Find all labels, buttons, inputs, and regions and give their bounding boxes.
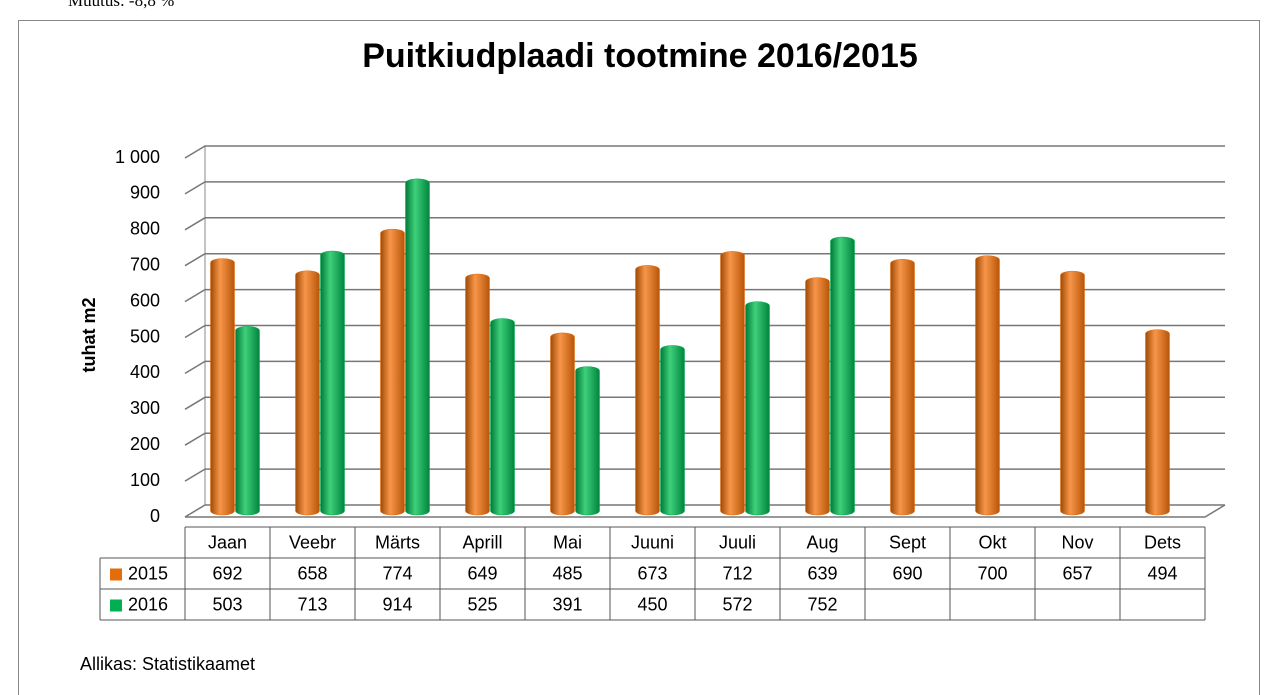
bar — [890, 259, 915, 516]
table-value: 700 — [977, 563, 1007, 583]
grid-line — [184, 145, 1225, 159]
x-tick-label: Mai — [553, 532, 582, 552]
table-value: 391 — [552, 594, 582, 614]
grid-line — [184, 504, 1225, 518]
grid-line — [184, 288, 1225, 303]
bar — [745, 301, 770, 516]
bar — [805, 277, 830, 516]
chart-title: Puitkiudplaadi tootmine 2016/2015 — [362, 37, 918, 75]
table-value: 752 — [807, 594, 837, 614]
x-tick-label: Okt — [978, 532, 1006, 552]
bar — [380, 228, 405, 516]
bar — [210, 258, 235, 516]
y-axis-label: tuhat m2 — [79, 297, 99, 372]
bar — [490, 318, 515, 516]
x-tick-label: Aug — [806, 532, 838, 552]
x-tick-label: Dets — [1144, 532, 1181, 552]
bar — [1060, 270, 1085, 516]
bar — [295, 270, 320, 516]
grid-line — [184, 468, 1225, 482]
bar — [550, 332, 575, 516]
bar — [465, 273, 490, 516]
bar — [720, 251, 745, 516]
x-tick-label: Veebr — [289, 532, 336, 552]
table-value: 485 — [552, 563, 582, 583]
floor — [185, 504, 1226, 518]
grid-line — [184, 324, 1225, 339]
x-tick-label: Juuli — [719, 532, 756, 552]
y-tick-label: 0 — [150, 506, 160, 526]
table-value: 450 — [637, 594, 667, 614]
bar — [575, 366, 600, 516]
bar — [1145, 329, 1170, 516]
bar — [405, 178, 430, 516]
y-tick-label: 900 — [130, 183, 160, 203]
y-tick-label: 200 — [130, 434, 160, 454]
y-tick-label: 100 — [130, 470, 160, 490]
table-value: 657 — [1062, 563, 1092, 583]
y-tick-label: 500 — [130, 326, 160, 346]
x-tick-label: Nov — [1061, 532, 1093, 552]
y-tick-label: 600 — [130, 290, 160, 310]
grid-line — [184, 432, 1225, 446]
y-tick-label: 700 — [130, 254, 160, 274]
table-value: 673 — [637, 563, 667, 583]
y-tick-label: 800 — [130, 219, 160, 239]
legend-swatch — [110, 568, 122, 581]
bar — [975, 255, 1000, 516]
table-value: 649 — [467, 563, 497, 583]
source: Allikas: Statistikaamet — [80, 654, 255, 674]
legend-label: 2016 — [128, 594, 168, 614]
table-value: 503 — [212, 594, 242, 614]
x-tick-label: Jaan — [208, 532, 247, 552]
bar — [320, 250, 345, 516]
table-value: 774 — [382, 563, 412, 583]
table-value: 572 — [722, 594, 752, 614]
y-tick-label: 300 — [130, 398, 160, 418]
grid-line — [184, 181, 1225, 195]
table-value: 914 — [382, 594, 412, 614]
legend-swatch — [110, 599, 122, 612]
grid-line — [184, 217, 1225, 231]
grid-line — [184, 360, 1225, 375]
grid-line — [184, 252, 1225, 267]
table-value: 494 — [1147, 563, 1177, 583]
table-value: 712 — [722, 563, 752, 583]
table-value: 692 — [212, 563, 242, 583]
bar — [830, 236, 855, 516]
grid-line — [184, 396, 1225, 410]
bar — [635, 265, 660, 516]
y-tick-label: 400 — [130, 362, 160, 382]
y-tick-label: 1 000 — [115, 147, 160, 167]
table-value: 658 — [297, 563, 327, 583]
x-tick-label: Märts — [375, 532, 420, 552]
note: Muutus: -8,8 % — [68, 0, 174, 10]
x-tick-label: Sept — [889, 532, 926, 552]
table-value: 713 — [297, 594, 327, 614]
bar — [235, 326, 260, 516]
table-value: 525 — [467, 594, 497, 614]
table-value: 639 — [807, 563, 837, 583]
x-tick-label: Juuni — [631, 532, 674, 552]
table-value: 690 — [892, 563, 922, 583]
bar — [660, 345, 685, 516]
legend-label: 2015 — [128, 563, 168, 583]
x-tick-label: Aprill — [462, 532, 502, 552]
